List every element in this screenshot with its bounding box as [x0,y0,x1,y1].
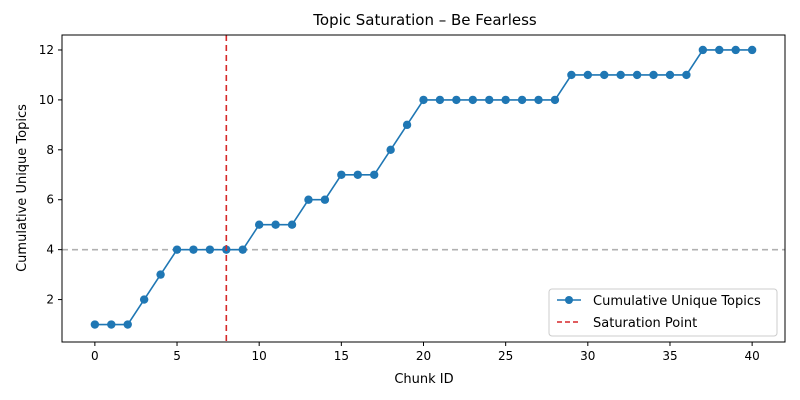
y-axis-label: Cumulative Unique Topics [15,104,30,272]
data-point [370,170,379,179]
legend: Cumulative Unique Topics Saturation Poin… [548,288,778,337]
data-point [419,95,428,105]
data-point [731,45,740,55]
plot-area [62,35,785,342]
x-axis: 0 5 10 15 20 25 30 35 40 [91,342,760,363]
data-point [287,220,297,229]
data-point [90,320,100,329]
y-tick-label: 10 [39,93,54,107]
data-point [238,245,247,254]
x-axis-label: Chunk ID [394,372,453,387]
y-tick-label: 6 [46,193,54,207]
data-point [632,70,642,80]
y-tick-label: 4 [46,243,54,257]
series-line [94,49,753,326]
data-point [567,70,576,80]
legend-label-series: Cumulative Unique Topics [593,294,761,309]
data-point [517,95,527,105]
data-point [698,45,708,55]
data-point [271,220,280,229]
data-point [337,170,346,179]
y-tick-label: 2 [46,293,54,307]
data-point [452,95,461,105]
data-point [107,320,116,329]
legend-marker-swatch [565,296,573,304]
data-point [682,70,691,80]
data-point [616,70,625,80]
x-tick-label: 5 [173,349,181,363]
data-point [123,320,132,329]
x-tick-label: 0 [91,349,99,363]
data-point [189,245,198,254]
data-point [320,195,330,204]
data-point [715,45,724,55]
data-point [665,70,675,80]
x-tick-label: 20 [416,349,431,363]
data-point [649,70,658,80]
data-point [205,245,215,254]
data-point [534,95,543,105]
data-point [386,145,395,155]
x-tick-label: 15 [334,349,349,363]
x-tick-label: 30 [580,349,595,363]
data-point [747,45,757,55]
data-point [254,220,264,229]
data-point [550,95,560,105]
data-point [353,170,362,179]
y-tick-label: 12 [39,43,54,57]
data-point [304,195,313,204]
data-point [501,95,510,105]
x-tick-label: 35 [662,349,677,363]
data-point [600,70,609,80]
x-tick-label: 40 [744,349,759,363]
data-point [139,295,149,304]
data-point [485,95,494,105]
data-point [156,270,165,279]
legend-box [548,288,778,337]
chart-title: Topic Saturation – Be Fearless [312,11,537,29]
x-tick-label: 10 [252,349,267,363]
data-point [172,245,182,254]
data-point [435,95,445,105]
data-point [583,70,593,80]
data-point [468,95,477,105]
x-tick-label: 25 [498,349,513,363]
legend-label-saturation: Saturation Point [593,316,697,331]
y-axis: 2 4 6 8 10 12 [39,43,62,307]
data-point [402,120,412,130]
y-tick-label: 8 [46,143,54,157]
